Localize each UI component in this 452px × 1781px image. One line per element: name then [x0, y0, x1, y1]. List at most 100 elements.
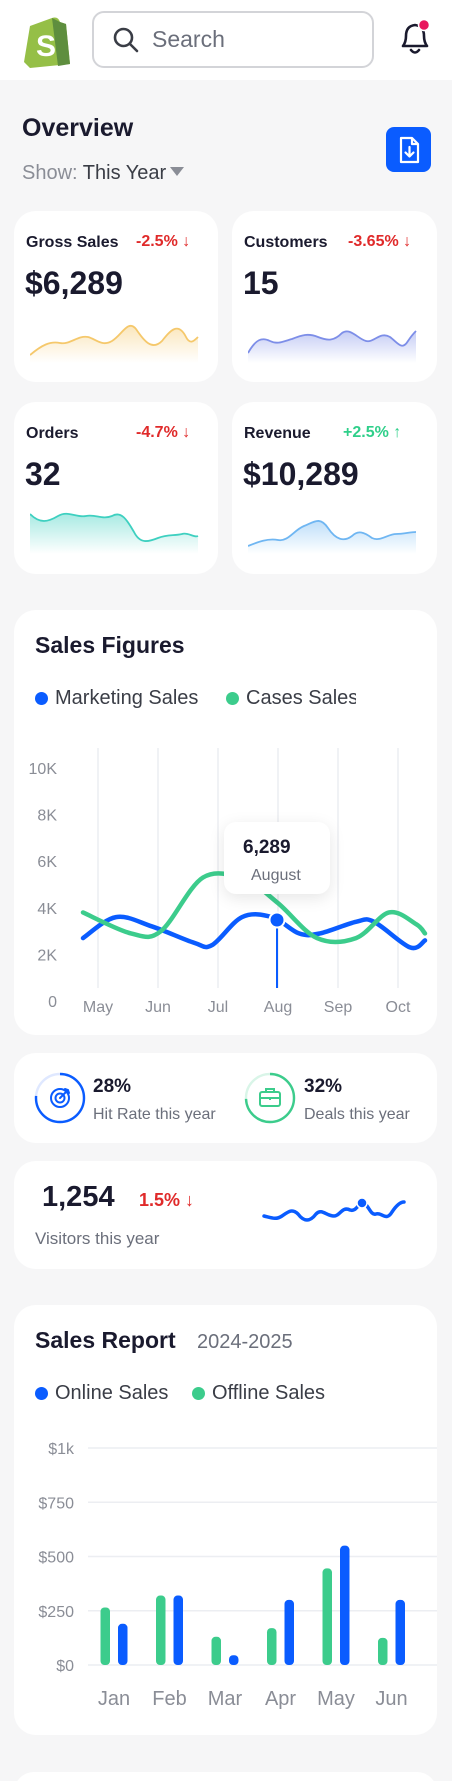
stat-change: -2.5% ↓: [136, 233, 191, 250]
period-value: This Year: [82, 162, 167, 184]
x-tick-label: Jun: [375, 1688, 407, 1710]
visitors-change: 1.5% ↓: [139, 1190, 195, 1210]
legend-online-sales[interactable]: Online Sales: [35, 1382, 168, 1405]
hit-rate-ring: [34, 1072, 86, 1124]
kpi-card: 28% Hit Rate this year 32% Deals this ye…: [14, 1053, 437, 1143]
chart-tooltip: 6,289 August: [224, 822, 330, 894]
y-tick-label: $1k: [48, 1441, 75, 1458]
hit-rate-value: 28%: [93, 1076, 132, 1097]
stat-label: Customers: [244, 234, 328, 251]
x-tick-label: May: [83, 999, 113, 1016]
briefcase-icon: [259, 1088, 281, 1107]
overview-title: Overview: [22, 114, 134, 142]
notification-badge: [417, 18, 431, 32]
y-tick-label: 0: [48, 994, 57, 1011]
y-tick-label: 8K: [37, 808, 57, 825]
x-tick-label: Sep: [324, 999, 353, 1016]
file-download-icon: [399, 136, 419, 163]
stat-value: $6,289: [25, 265, 123, 301]
x-tick-label: Jun: [145, 999, 171, 1016]
stat-label: Gross Sales: [26, 234, 119, 251]
visitors-value: 1,254: [42, 1181, 115, 1213]
tooltip-month: August: [251, 867, 301, 884]
search-input[interactable]: [152, 26, 352, 53]
x-tick-label: Jan: [98, 1688, 130, 1710]
x-tick-label: Apr: [265, 1688, 296, 1710]
y-tick-label: 2K: [37, 947, 57, 964]
y-tick-label: $250: [38, 1604, 74, 1621]
deals-ring: [244, 1072, 296, 1124]
x-tick-label: Jul: [208, 999, 228, 1016]
deals-label: Deals this year: [304, 1106, 410, 1123]
bar-online-jan: [118, 1623, 128, 1665]
sales-report-card: [14, 1305, 437, 1735]
bar-offline-feb: [156, 1595, 166, 1665]
target-icon: [50, 1088, 70, 1108]
bar-online-may: [340, 1545, 350, 1665]
sparkline-revenue: [248, 520, 417, 554]
y-tick-label: 10K: [29, 761, 58, 778]
search-bar[interactable]: [92, 11, 374, 68]
sales-report-title: Sales Report: [35, 1327, 176, 1353]
bar-offline-jun: [378, 1637, 388, 1665]
series-line-1: [80, 871, 428, 945]
y-tick-label: 6K: [37, 854, 57, 871]
period-selector[interactable]: Show: This Year: [22, 162, 185, 185]
next-card: [14, 1772, 437, 1781]
stat-label: Orders: [26, 425, 79, 442]
legend-dot: [35, 1387, 48, 1400]
app-header: S: [0, 0, 452, 80]
deals-value: 32%: [304, 1076, 343, 1097]
legend-dot: [192, 1387, 205, 1400]
stat-card-orders[interactable]: Orders -4.7% ↓ 32: [14, 402, 218, 574]
x-tick-label: Oct: [386, 999, 411, 1016]
bell-icon[interactable]: [396, 18, 434, 58]
legend-cases-sales[interactable]: Cases Sales: [226, 687, 356, 710]
bar-online-apr: [284, 1599, 294, 1665]
legend-marketing-sales[interactable]: Marketing Sales: [35, 687, 199, 710]
sales-figures-card: [14, 610, 437, 1035]
bar-online-feb: [173, 1595, 183, 1665]
stat-change: -4.7% ↓: [136, 424, 191, 441]
stat-change: +2.5% ↑: [343, 424, 402, 441]
caret-down-icon: [170, 167, 185, 176]
sales-report-year[interactable]: 2024-2025: [197, 1331, 293, 1353]
stat-card-gross-sales[interactable]: Gross Sales -2.5% ↓ $6,289: [14, 211, 218, 382]
bar-offline-jan: [100, 1607, 110, 1665]
legend-dot: [35, 692, 48, 705]
download-report-button[interactable]: [386, 127, 431, 172]
search-icon: [113, 27, 139, 52]
shopify-logo-icon[interactable]: S: [22, 12, 70, 68]
bar-online-jun: [395, 1599, 405, 1665]
legend-offline-sales[interactable]: Offline Sales: [192, 1382, 325, 1405]
sales-figures-title: Sales Figures: [35, 632, 185, 658]
tooltip-value: 6,289: [243, 837, 291, 858]
visitors-sparkline: [262, 1197, 406, 1222]
stat-value: 32: [25, 456, 61, 492]
bar-offline-may: [322, 1568, 332, 1665]
y-tick-label: $500: [38, 1550, 74, 1567]
y-tick-label: $0: [56, 1658, 74, 1675]
stat-label: Revenue: [244, 425, 311, 442]
stat-card-customers[interactable]: Customers -3.65% ↓ 15: [232, 211, 437, 382]
bar-offline-mar: [211, 1636, 221, 1665]
visitors-label: Visitors this year: [35, 1229, 160, 1248]
y-tick-label: $750: [38, 1495, 74, 1512]
stat-change: -3.65% ↓: [348, 233, 412, 250]
x-tick-label: Feb: [152, 1688, 186, 1710]
visitors-card: [14, 1161, 437, 1269]
sparkline-orders: [30, 512, 199, 554]
x-tick-label: Aug: [264, 999, 292, 1016]
period-label: Show:: [22, 162, 78, 184]
highlight-point: [268, 911, 286, 929]
x-tick-label: Mar: [208, 1688, 243, 1710]
bar-online-mar: [229, 1655, 239, 1665]
y-tick-label: 4K: [37, 901, 57, 918]
hit-rate-label: Hit Rate this year: [93, 1106, 216, 1123]
stat-value: 15: [243, 265, 279, 301]
stat-card-revenue[interactable]: Revenue +2.5% ↑ $10,289: [232, 402, 437, 574]
svg-text:S: S: [36, 30, 56, 63]
bar-offline-apr: [267, 1628, 277, 1665]
